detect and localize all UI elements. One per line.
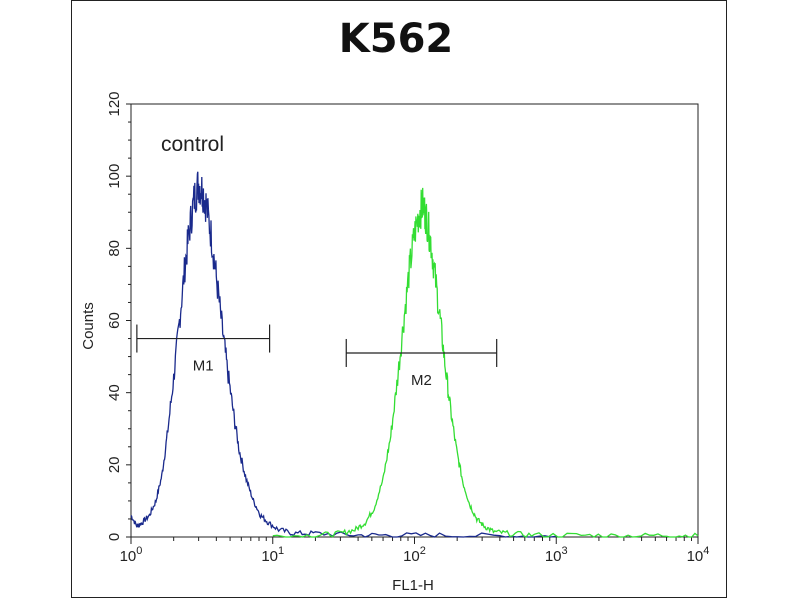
y-axis-label: Counts xyxy=(80,302,97,350)
y-tick-label: 80 xyxy=(106,240,123,257)
series-lines xyxy=(130,171,699,538)
y-tick-label: 20 xyxy=(106,456,123,473)
series-line-sample xyxy=(272,187,699,538)
plot-area xyxy=(130,103,699,538)
x-tick-label: 102 xyxy=(403,545,426,565)
x-tick-label: 104 xyxy=(687,545,710,565)
gate-label-m1: M1 xyxy=(193,358,214,375)
y-tick-label: 0 xyxy=(106,533,123,541)
control-annotation: control xyxy=(161,133,224,156)
y-tick-label: 120 xyxy=(106,91,123,116)
x-tick-labels: 100 101 102 103 104 xyxy=(120,545,710,565)
x-tick-label: 100 xyxy=(120,545,143,565)
chart-frame xyxy=(71,0,727,598)
gate-label-m2: M2 xyxy=(411,372,432,389)
y-tick-label: 100 xyxy=(106,164,123,189)
series-line-control xyxy=(130,171,557,538)
x-axis-label: FL1-H xyxy=(392,577,434,594)
x-tick-label: 103 xyxy=(545,545,568,565)
x-tick-label: 101 xyxy=(261,545,284,565)
y-tick-labels: 0 20 40 60 80 100 120 xyxy=(106,91,123,541)
axis-ticks xyxy=(126,103,699,544)
y-tick-label: 40 xyxy=(106,384,123,401)
y-tick-label: 60 xyxy=(106,312,123,329)
gate-markers: M1 M2 xyxy=(136,324,498,389)
chart-title: K562 xyxy=(339,16,454,62)
